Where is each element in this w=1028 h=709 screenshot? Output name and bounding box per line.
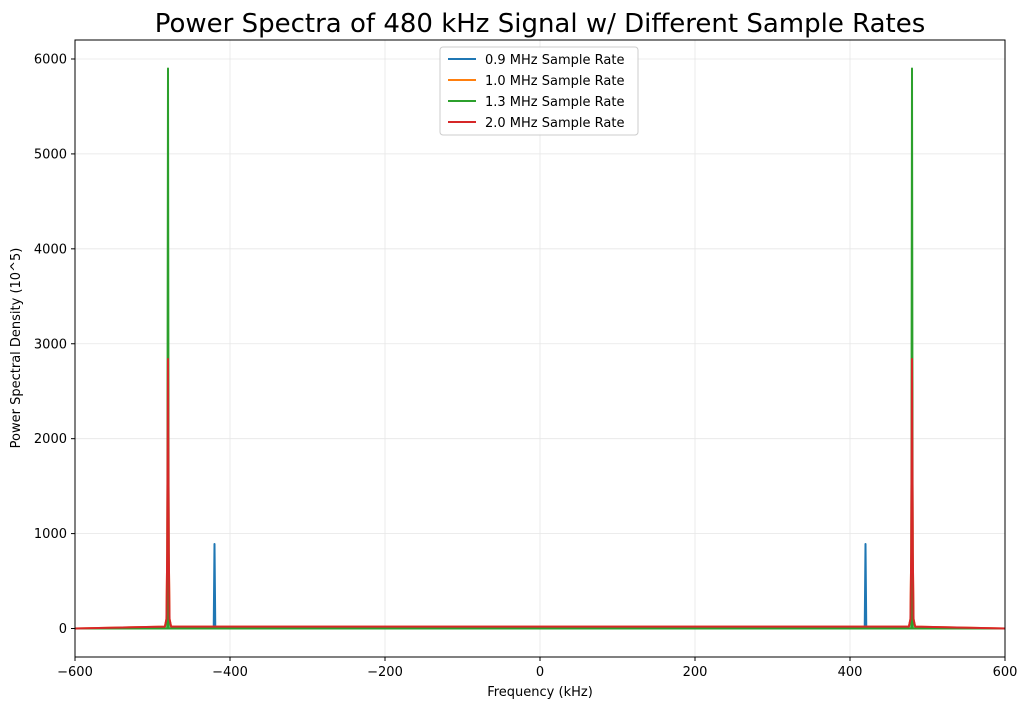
y-tick-label: 5000	[34, 147, 67, 162]
legend-label: 0.9 MHz Sample Rate	[485, 53, 624, 68]
legend-label: 1.3 MHz Sample Rate	[485, 95, 624, 110]
x-tick-label: 600	[993, 665, 1018, 680]
y-tick-label: 6000	[34, 52, 67, 67]
legend-box	[439, 46, 639, 136]
legend: 0.9 MHz Sample Rate 1.0 MHz Sample Rate 1.…	[439, 46, 639, 136]
x-tick-label: 400	[838, 665, 863, 680]
x-tick-label: 0	[536, 665, 544, 680]
y-tick-label: 1000	[34, 527, 67, 542]
y-tick-label: 0	[59, 622, 67, 637]
y-tick-label: 4000	[34, 242, 67, 257]
x-tick-label: −600	[57, 665, 93, 680]
axes: −600 −400 −200 0 200 400 600010002000300040005…	[34, 39, 1018, 680]
x-axis-label: Frequency (kHz)	[487, 685, 593, 700]
x-tick-label: 200	[683, 665, 708, 680]
series-line-4	[74, 357, 1006, 630]
x-tick-label: −200	[367, 665, 403, 680]
legend-label: 1.0 MHz Sample Rate	[485, 74, 624, 89]
chart-title: Power Spectra of 480 kHz Signal w/ Diffe…	[155, 9, 926, 39]
x-tick-label: −400	[212, 665, 248, 680]
y-axis-label: Power Spectral Density (10^5)	[9, 248, 24, 449]
y-tick-label: 3000	[34, 337, 67, 352]
plot-area	[74, 67, 1006, 630]
y-tick-label: 2000	[34, 432, 67, 447]
legend-label: 2.0 MHz Sample Rate	[485, 116, 624, 131]
